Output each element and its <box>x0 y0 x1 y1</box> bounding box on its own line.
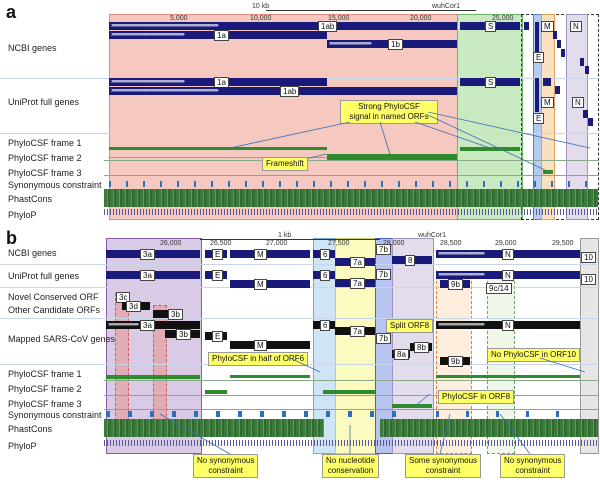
gene-m-ncbi-b <box>230 250 310 258</box>
track-label-ncbi-b: NCBI genes <box>8 248 57 258</box>
phastcons-b <box>104 419 324 437</box>
phastcons-a <box>104 189 598 207</box>
phylop-b <box>104 440 598 446</box>
phylocsf-frame2-a <box>327 154 457 160</box>
orf-label-3b: 3b <box>168 309 183 320</box>
gene-label-e: E <box>533 52 545 63</box>
tick-a-1: 5,000 <box>170 15 188 22</box>
gene-label-n-uni: N <box>572 97 584 108</box>
phylocsf-frame2-b <box>205 390 227 394</box>
gene-label-n: N <box>570 21 582 32</box>
callout-no-nucleotide: No nucleotide conservation <box>322 454 379 478</box>
callout-in-orf8: PhyloCSF in ORF8 <box>438 390 515 404</box>
scale-bar-b-label: 1 kb <box>278 232 292 239</box>
gene-label-e-uni: E <box>533 113 545 124</box>
track-label-frame3-b: PhyloCSF frame 3 <box>8 399 82 409</box>
gene-label-s: S <box>485 21 497 32</box>
tick-a-2: 10,000 <box>250 15 272 22</box>
track-label-frame3-a: PhyloCSF frame 3 <box>8 168 82 178</box>
track-label-frame1-a: PhyloCSF frame 1 <box>8 138 82 148</box>
callout-half-orf6: PhyloCSF in half of ORF6 <box>208 352 309 366</box>
track-label-uniprot-a: UniProt full genes <box>8 97 80 107</box>
callout-no-syn-1: No synonymous constraint <box>193 454 259 478</box>
track-label-other-b: Other Candidate ORFs <box>8 305 101 315</box>
phylocsf-frame3-b <box>392 404 432 408</box>
phylocsf-frame1-a <box>109 147 327 150</box>
orf-label-9c14: 9c/14 <box>486 283 512 294</box>
callout-no-syn-2: No synonymous constraint <box>500 454 566 478</box>
track-label-frame1-b: PhyloCSF frame 1 <box>8 369 82 379</box>
callout-no-orf10: No PhyloCSF in ORF10 <box>487 348 580 362</box>
tick-b-5: 28,000 <box>383 240 405 247</box>
tick-a-5: 25,000 <box>492 15 514 22</box>
tick-b-6: 28,500 <box>440 240 462 247</box>
tick-a-4: 20,000 <box>410 15 432 22</box>
scale-bar-a <box>266 10 356 11</box>
tick-b-8: 29,500 <box>552 240 574 247</box>
gene-label-1b: 1b <box>388 39 403 50</box>
callout-strong-phylocsf: Strong PhyloCSF signal in named ORFs <box>340 100 438 124</box>
gene-label-7b-ncbi: 7b <box>376 244 391 255</box>
track-label-ncbi-a: NCBI genes <box>8 43 57 53</box>
track-label-novel-b: Novel Conserved ORF <box>8 292 99 302</box>
track-label-uniprot-b: UniProt full genes <box>8 271 80 281</box>
gene-label-1a: 1a <box>214 30 229 41</box>
track-label-phylop-a: PhyloP <box>8 210 37 220</box>
track-label-frame2-a: PhyloCSF frame 2 <box>8 153 82 163</box>
callout-frameshift: Frameshift <box>262 157 308 171</box>
phylop-a <box>104 209 598 215</box>
track-label-mapped-b: Mapped SARS-CoV genes <box>8 334 116 344</box>
track-label-phastcons-a: PhastCons <box>8 194 53 204</box>
gene-1ab-ncbi <box>109 22 457 30</box>
scale-bar-a-label: 10 kb <box>252 3 270 10</box>
synonymous-constraint-a <box>109 181 597 187</box>
gene-label-m-uni: M <box>541 97 554 108</box>
panel-b-letter: b <box>6 228 17 248</box>
track-label-syn-a: Synonymous constraint <box>8 180 102 190</box>
track-label-phylop-b: PhyloP <box>8 441 37 451</box>
orf-label-3d: 3d <box>126 301 141 312</box>
phylocsf-frame3-a <box>543 170 553 174</box>
tick-b-4: 27,500 <box>328 240 350 247</box>
callout-split-orf8: Split ORF8 <box>386 319 434 333</box>
gene-label-1ab-uni: 1ab <box>280 86 300 97</box>
track-label-phastcons-b: PhastCons <box>8 424 53 434</box>
track-label-frame2-b: PhyloCSF frame 2 <box>8 384 82 394</box>
tick-b-7: 29,000 <box>495 240 517 247</box>
track-label-syn-b: Synonymous constraint <box>8 410 102 420</box>
callout-connectors-a <box>229 111 591 171</box>
gene-label-1ab: 1ab <box>318 21 338 32</box>
tick-b-1: 26,000 <box>160 240 182 247</box>
gene-label-m: M <box>541 21 554 32</box>
genome-label-b: wuhCor1 <box>418 232 447 239</box>
callout-some-syn: Some synonymous constraint <box>405 454 482 478</box>
gene-e-ncbi <box>535 22 539 52</box>
accessory-region-box <box>521 14 599 220</box>
genome-label-a: wuhCor1 <box>432 3 461 10</box>
synonymous-constraint-b <box>106 411 406 417</box>
tick-b-3: 27,000 <box>266 240 288 247</box>
phylocsf-frame1-b <box>106 375 200 379</box>
gene-label-s-uni: S <box>485 77 497 88</box>
orf10-highlight <box>580 238 599 454</box>
mapped-m <box>230 341 310 349</box>
panel-a-letter: a <box>6 2 17 22</box>
tick-b-2: 26,500 <box>210 240 232 247</box>
orf7a-highlight <box>335 238 377 454</box>
tick-a-3: 15,000 <box>328 15 350 22</box>
